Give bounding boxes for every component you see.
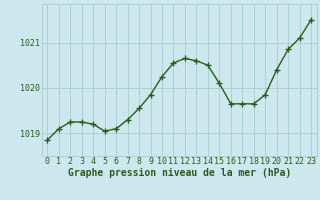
- X-axis label: Graphe pression niveau de la mer (hPa): Graphe pression niveau de la mer (hPa): [68, 168, 291, 178]
